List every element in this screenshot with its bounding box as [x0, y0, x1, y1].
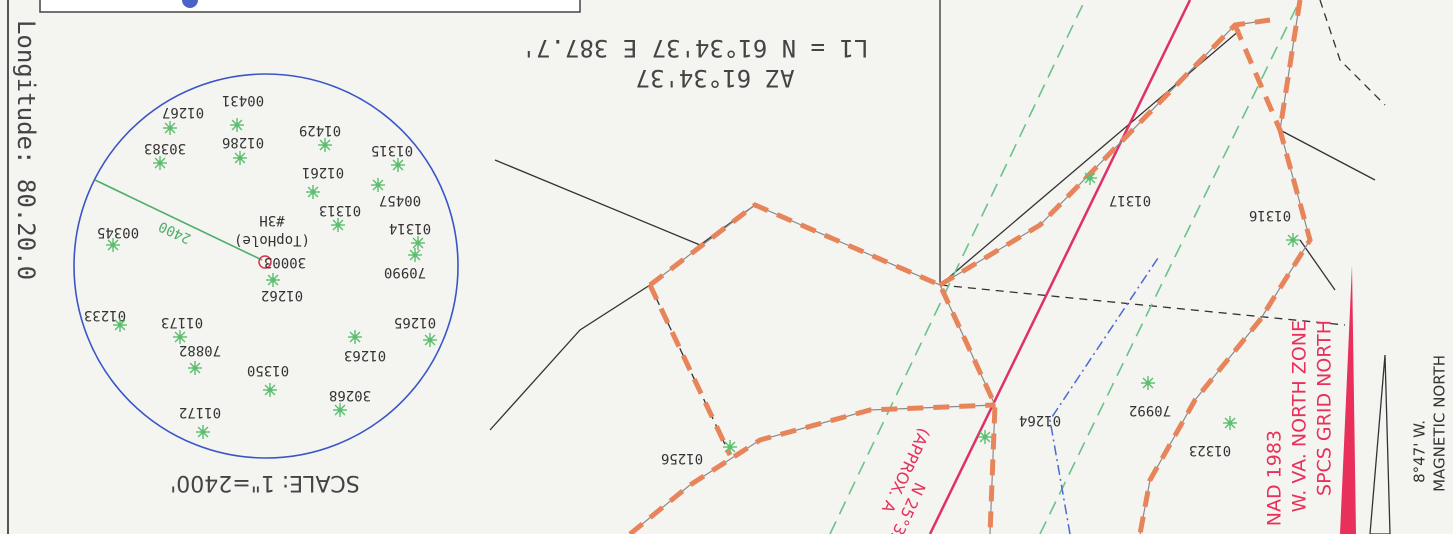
well-symbol: [158, 161, 163, 166]
dashed-line: [940, 285, 1345, 325]
inset-well-label: 01314: [389, 220, 431, 236]
inset-well-label: 00345: [97, 224, 139, 240]
well-symbol: [728, 445, 733, 450]
well-symbol: [271, 278, 276, 283]
boundary: [490, 285, 650, 430]
lease-boundary: [650, 205, 995, 534]
inset-well-label: 70990: [384, 264, 426, 280]
well-symbol: [323, 143, 328, 148]
boundary: [650, 205, 995, 534]
inset-well-label: 01350: [247, 362, 289, 378]
boundary: [1280, 130, 1375, 180]
well-symbol: [336, 223, 341, 228]
well-symbol: [178, 335, 183, 340]
longitude: Longitude: 80.20.0: [12, 20, 40, 280]
well-symbol: [338, 408, 343, 413]
legend-box: [40, 0, 580, 12]
magnetic-north-label: MAGNETIC NORTH: [1431, 355, 1449, 492]
grid-north-label: SPCS GRID NORTH: [1314, 320, 1336, 496]
scale: SCALE: 1"=2400': [170, 470, 360, 495]
lease-boundary: [940, 20, 1270, 285]
top-hole-number: 30003: [264, 254, 306, 270]
inset-well-label: 30268: [329, 387, 371, 403]
dashed-line: [1320, 0, 1385, 105]
inset-well-label: 00457: [379, 192, 421, 208]
magnetic-declination: 8°47' W.: [1411, 420, 1429, 483]
well-symbol: [235, 123, 240, 128]
top-hole-id: #3H: [259, 212, 284, 228]
green-line: [830, 0, 1085, 534]
map-well-label: 01264: [1019, 412, 1061, 428]
inset-well-label: 70882: [179, 342, 221, 358]
well-symbol: [1088, 176, 1093, 181]
inset-well-label: 01267: [162, 104, 204, 120]
well-symbol: [983, 435, 988, 440]
well-symbol: [118, 323, 123, 328]
lease-boundary: [650, 285, 730, 455]
page: {"header": {"longitude": "Longitude: 80.…: [0, 0, 1453, 534]
well-symbol: [193, 366, 198, 371]
top-hole-label: (TopHole): [234, 232, 310, 248]
inset-well-label: 00431: [222, 92, 264, 108]
map-well-label: 01323: [1189, 442, 1231, 458]
grid-north-arrow: [1340, 265, 1356, 534]
map-lines: [490, 0, 1385, 534]
well-symbol: [428, 338, 433, 343]
inset-well-label: 30383: [144, 140, 186, 156]
map-well-label: 01256: [661, 450, 703, 466]
well-symbol: [353, 335, 358, 340]
well-symbol: [1291, 238, 1296, 243]
grid-north-zone: W. VA. NORTH ZONE: [1289, 320, 1311, 512]
map-well-label: 01316: [1249, 207, 1291, 223]
inset-well-label: 01315: [371, 142, 413, 158]
well-symbol: [268, 388, 273, 393]
bearing: L1 = N 61°34'37 E 387.7': [522, 34, 869, 62]
boundary: [940, 30, 1240, 285]
well-symbol: [376, 183, 381, 188]
well-symbol: [413, 253, 418, 258]
inset-well-label: 01173: [161, 314, 203, 330]
inset-well-label: 01429: [299, 122, 341, 138]
inset-well-label: 01263: [344, 347, 386, 363]
inset-well-label: 01265: [394, 314, 436, 330]
well-symbol: [238, 156, 243, 161]
lease-boundary: [1235, 25, 1280, 130]
inset-well-label: 01172: [179, 404, 221, 420]
inset-well-label: 01286: [222, 134, 264, 150]
map: Longitude: 80.20.0 L1 = N 61°34'37 E 387…: [0, 0, 1453, 534]
well-symbol: [311, 190, 316, 195]
well-symbol: [168, 126, 173, 131]
well-symbol: [396, 163, 401, 168]
inset-well-label: 01261: [302, 164, 344, 180]
well-symbol: [416, 241, 421, 246]
map-well-label: 01317: [1109, 192, 1151, 208]
well-symbol: [201, 430, 206, 435]
well-symbol: [1228, 421, 1233, 426]
inset-well-label: 01313: [319, 202, 361, 218]
well-symbol: [1146, 381, 1151, 386]
boundary: [940, 20, 1270, 285]
well-symbol: [111, 243, 116, 248]
azimuth: AZ 61°34'37: [636, 64, 795, 92]
map-well-label: 70992: [1129, 402, 1171, 418]
radius-label: 2400: [156, 218, 193, 247]
grid-north-datum: NAD 1983: [1264, 430, 1286, 526]
inset-well-label: 01262: [261, 287, 303, 303]
magnetic-north-arrow: [1370, 355, 1390, 534]
